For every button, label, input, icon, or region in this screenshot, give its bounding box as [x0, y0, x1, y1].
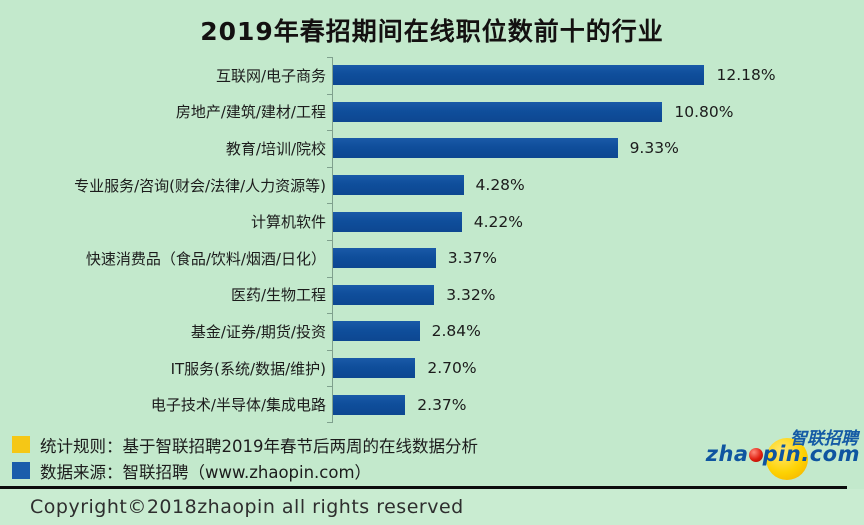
bar [333, 138, 618, 159]
logo-domain: zha pin.com [706, 442, 860, 466]
legend-item-data-source: 数据来源：智联招聘（www.zhaopin.com） [12, 459, 478, 482]
chart-row: 快速消费品（食品/饮料/烟酒/日化） 3.37% [0, 239, 864, 277]
bar-area: 4.28% [332, 166, 864, 204]
logo-domain-prefix: zha [705, 442, 749, 466]
category-label: 医药/生物工程 [230, 286, 326, 305]
legend-item-stat-rule: 统计规则：基于智联招聘2019年春节后两周的在线数据分析 [12, 433, 478, 456]
category-label: 教育/培训/院校 [225, 139, 326, 158]
bar-area: 3.32% [332, 276, 864, 314]
chart-row: 基金/证券/期货/投资 2.84% [0, 313, 864, 350]
value-label: 9.33% [629, 139, 679, 158]
chart-row: IT服务(系统/数据/维护) 2.70% [0, 349, 864, 387]
copyright-text: Copyright©2018zhaopin all rights reserve… [30, 496, 464, 518]
bar-area: 4.22% [332, 203, 864, 240]
bar-area: 12.18% [332, 57, 864, 94]
chart-row: 计算机软件 4.22% [0, 203, 864, 240]
chart-row: 互联网/电子商务 12.18% [0, 57, 864, 94]
bar [333, 211, 462, 232]
category-label: 快速消费品（食品/饮料/烟酒/日化） [85, 249, 326, 268]
legend: 统计规则：基于智联招聘2019年春节后两周的在线数据分析 数据来源：智联招聘（w… [12, 433, 478, 482]
category-label: 基金/证券/期货/投资 [190, 322, 326, 341]
category-label: 电子技术/半导体/集成电路 [150, 396, 326, 415]
value-label: 2.70% [427, 359, 477, 378]
separator-line [0, 486, 847, 489]
chart-row: 电子技术/半导体/集成电路 2.37% [0, 386, 864, 423]
bar-area: 10.80% [332, 93, 864, 131]
chart-row: 房地产/建筑/建材/工程 10.80% [0, 93, 864, 131]
legend-label: 统计规则：基于智联招聘2019年春节后两周的在线数据分析 [40, 436, 478, 456]
bar [333, 321, 420, 342]
footer-bar: Copyright©2018zhaopin all rights reserve… [0, 489, 864, 525]
bar-area: 2.70% [332, 349, 864, 387]
bar [333, 284, 435, 305]
value-label: 10.80% [674, 102, 734, 121]
yellow-square-swatch [12, 436, 30, 453]
value-label: 4.28% [475, 176, 525, 195]
value-label: 12.18% [716, 66, 776, 85]
logo-chinese-name: 智联招聘 [790, 429, 858, 449]
chart-row: 教育/培训/院校 9.33% [0, 130, 864, 167]
chart-row: 医药/生物工程 3.32% [0, 276, 864, 314]
category-label: IT服务(系统/数据/维护) [170, 359, 326, 378]
bar [333, 358, 416, 379]
bar-area: 9.33% [332, 130, 864, 167]
sun-circle-icon [766, 438, 808, 480]
value-label: 2.37% [417, 395, 467, 414]
blue-square-swatch [12, 462, 30, 479]
bar [333, 394, 406, 415]
bar [333, 101, 663, 122]
bar-chart: 互联网/电子商务 12.18% 房地产/建筑/建材/工程 10.80% 教育/培… [0, 57, 864, 423]
category-label: 计算机软件 [250, 213, 326, 232]
logo-domain-suffix: pin.com [762, 442, 860, 466]
bar-area: 2.84% [332, 313, 864, 350]
category-label: 房地产/建筑/建材/工程 [175, 103, 326, 122]
red-ball-icon [748, 448, 763, 462]
category-label: 专业服务/咨询(财会/法律/人力资源等) [74, 176, 326, 195]
chart-row: 专业服务/咨询(财会/法律/人力资源等) 4.28% [0, 166, 864, 204]
category-label: 互联网/电子商务 [215, 66, 326, 85]
bar [333, 248, 436, 269]
value-label: 4.22% [473, 212, 523, 231]
bar [333, 175, 464, 196]
chart-title: 2019年春招期间在线职位数前十的行业 [200, 17, 664, 46]
value-label: 3.37% [447, 249, 498, 268]
value-label: 2.84% [431, 322, 481, 341]
bar-area: 2.37% [332, 386, 864, 423]
bar-area: 3.37% [332, 239, 864, 277]
value-label: 3.32% [446, 285, 496, 304]
bar [333, 65, 705, 86]
zhaopin-logo: 智联招聘 zha pin.com [706, 420, 860, 482]
legend-label: 数据来源：智联招聘（www.zhaopin.com） [40, 462, 372, 482]
